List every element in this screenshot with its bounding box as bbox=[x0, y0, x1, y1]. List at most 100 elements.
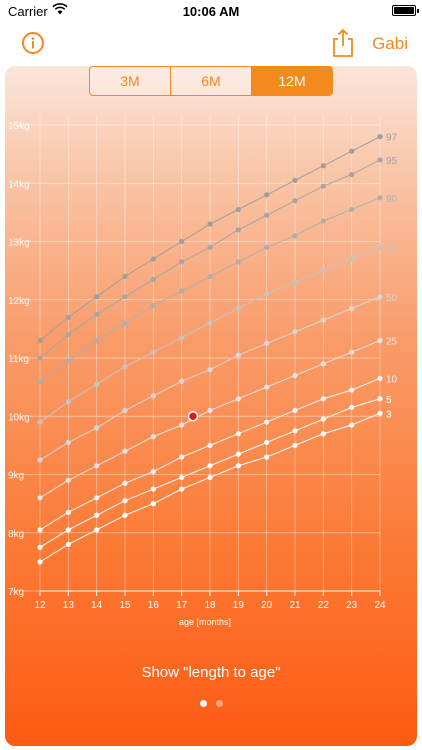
percentile-10-point bbox=[349, 387, 355, 393]
y-tick-label: 14kg bbox=[8, 179, 30, 190]
percentile-5-point bbox=[207, 463, 213, 469]
percentile-5-point bbox=[377, 396, 383, 402]
percentile-90-point bbox=[122, 320, 128, 326]
percentile-75-point bbox=[320, 268, 326, 274]
x-tick-label: 21 bbox=[289, 600, 301, 611]
profile-name-button[interactable]: Gabi bbox=[372, 34, 408, 53]
percentile-90-point bbox=[320, 218, 326, 224]
page-control[interactable] bbox=[5, 700, 417, 707]
percentile-90-point bbox=[37, 378, 43, 384]
range-segmented-control[interactable]: 3M 6M 12M bbox=[89, 66, 333, 96]
percentile-97-point bbox=[37, 337, 43, 344]
y-tick-label: 8kg bbox=[8, 529, 24, 540]
x-tick-label: 20 bbox=[261, 600, 273, 611]
share-icon[interactable] bbox=[330, 28, 356, 58]
percentile-90-point bbox=[150, 302, 156, 309]
percentile-5-point bbox=[122, 498, 128, 504]
percentile-label-10: 10 bbox=[386, 374, 398, 385]
percentile-25-point bbox=[179, 422, 185, 428]
percentile-10-point bbox=[94, 495, 100, 501]
info-icon[interactable] bbox=[22, 32, 44, 54]
percentile-75-point bbox=[377, 244, 383, 250]
x-tick-label: 16 bbox=[148, 600, 160, 611]
y-tick-label: 13kg bbox=[8, 238, 30, 249]
y-tick-label: 9kg bbox=[8, 471, 24, 482]
percentile-50-point bbox=[122, 407, 128, 414]
percentile-95-point bbox=[122, 294, 128, 300]
percentile-97-point bbox=[65, 314, 71, 320]
percentile-90-point bbox=[94, 337, 100, 344]
carrier-label: Carrier bbox=[8, 4, 48, 19]
percentile-97-point bbox=[264, 192, 270, 198]
child-measurement-point bbox=[187, 411, 199, 422]
status-bar: Carrier 10:06 AM bbox=[0, 0, 422, 22]
percentile-90-point bbox=[349, 206, 355, 213]
y-tick-label: 15kg bbox=[8, 121, 30, 132]
x-tick-label: 13 bbox=[63, 600, 75, 611]
percentile-10-point bbox=[207, 442, 213, 448]
percentile-97-point bbox=[349, 148, 355, 154]
percentile-5-point bbox=[94, 512, 100, 518]
percentile-10-point bbox=[292, 407, 298, 414]
battery-icon bbox=[392, 5, 419, 16]
percentile-50-point bbox=[377, 294, 383, 300]
chart-card: 7kg 8kg 9kg 10kg 11kg 12kg 13kg 14kg 15kg 12 13 14 1… bbox=[5, 66, 417, 746]
percentile-3-point bbox=[349, 422, 355, 428]
percentile-50-point bbox=[179, 378, 185, 384]
x-tick-label: 22 bbox=[318, 600, 330, 611]
percentile-97-point bbox=[235, 206, 241, 213]
percentile-75-point bbox=[122, 364, 128, 370]
percentile-95-point bbox=[377, 157, 383, 163]
percentile-25-point bbox=[320, 361, 326, 367]
percentile-75-point bbox=[179, 335, 185, 341]
percentile-75-point bbox=[292, 279, 298, 285]
percentile-10-point bbox=[320, 396, 326, 402]
percentile-3-point bbox=[150, 501, 156, 507]
percentile-97-point bbox=[292, 177, 298, 183]
percentile-3-point bbox=[264, 454, 270, 460]
percentile-5-point bbox=[264, 439, 270, 446]
y-tick-label: 7kg bbox=[8, 587, 24, 598]
percentile-3-point bbox=[235, 463, 241, 469]
percentile-50-point bbox=[65, 439, 71, 446]
percentile-75-point bbox=[94, 381, 100, 387]
percentile-90-point bbox=[264, 244, 270, 250]
percentile-75-point bbox=[264, 291, 270, 297]
percentile-10-point bbox=[150, 468, 156, 475]
percentile-90-point bbox=[292, 233, 298, 239]
percentile-95-point bbox=[320, 183, 326, 189]
percentile-90-point bbox=[377, 195, 383, 201]
percentile-50-point bbox=[349, 305, 355, 312]
percentile-10-point bbox=[377, 375, 383, 381]
percentile-95-point bbox=[235, 227, 241, 233]
segment-3m[interactable]: 3M bbox=[120, 73, 140, 89]
x-tick-label: 12 bbox=[34, 600, 46, 611]
x-tick-label: 14 bbox=[91, 600, 103, 611]
page-dot-1[interactable] bbox=[199, 700, 207, 707]
percentile-label-3: 3 bbox=[386, 409, 392, 420]
segment-12m[interactable]: 12M bbox=[251, 67, 332, 95]
percentile-label-5: 5 bbox=[386, 395, 392, 406]
percentile-75-point bbox=[65, 399, 71, 405]
percentile-97-point bbox=[94, 294, 100, 300]
percentile-3-point bbox=[320, 431, 326, 437]
show-length-to-age-link[interactable]: Show "length to age" bbox=[141, 664, 281, 681]
percentile-10-point bbox=[179, 454, 185, 460]
percentile-25-point bbox=[264, 384, 270, 390]
percentile-50-point bbox=[264, 340, 270, 347]
y-tick-label: 10kg bbox=[8, 412, 30, 423]
percentile-label-95: 95 bbox=[386, 156, 398, 167]
segment-6m[interactable]: 6M bbox=[170, 67, 251, 95]
percentile-5-point bbox=[65, 527, 71, 533]
percentile-90-point bbox=[65, 358, 71, 364]
percentile-97-point bbox=[150, 256, 156, 262]
percentile-3-point bbox=[37, 559, 43, 565]
page-dot-2[interactable] bbox=[215, 700, 223, 707]
percentile-50-point bbox=[292, 329, 298, 335]
percentile-10-point bbox=[65, 509, 71, 515]
percentile-5-point bbox=[320, 416, 326, 422]
percentile-5-point bbox=[179, 474, 185, 481]
percentile-25-point bbox=[292, 372, 298, 379]
percentile-95-point bbox=[179, 259, 185, 265]
percentile-90-point bbox=[207, 273, 213, 280]
